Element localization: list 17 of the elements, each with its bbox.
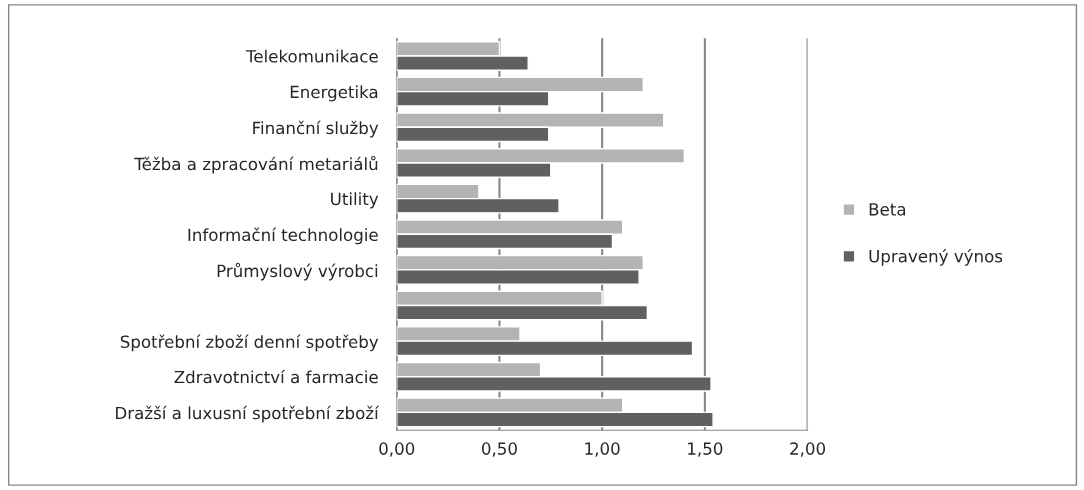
x-tick-label: 2,00 (790, 442, 826, 457)
x-tick-label: 1,50 (688, 442, 723, 457)
legend-label: Upravený výnos (869, 248, 1003, 266)
y-tick-label: Telekomunikace (245, 49, 378, 63)
x-tick-label: 1,00 (585, 442, 620, 457)
y-tick-label: Průmyslový výrobci (217, 262, 378, 281)
y-tick-label: Spotřební zboží denní spotřeby (120, 334, 379, 352)
y-tick-label: Utility (331, 192, 379, 209)
y-tick-label: Těžba a zpracování metariálů (134, 155, 378, 174)
legend-label: Beta (869, 203, 906, 216)
y-tick-label: Dražší a luxusní spotřební zboží (116, 405, 380, 423)
y-tick-label: Energetika (290, 85, 378, 102)
x-tick-label: 0,50 (482, 442, 517, 457)
x-tick-label: 0,00 (379, 442, 415, 457)
y-tick-label: Zdravotnictví a farmacie (174, 369, 378, 384)
y-tick-label: Finanční služby (253, 120, 379, 138)
y-tick-label: Informační technologie (188, 227, 378, 245)
